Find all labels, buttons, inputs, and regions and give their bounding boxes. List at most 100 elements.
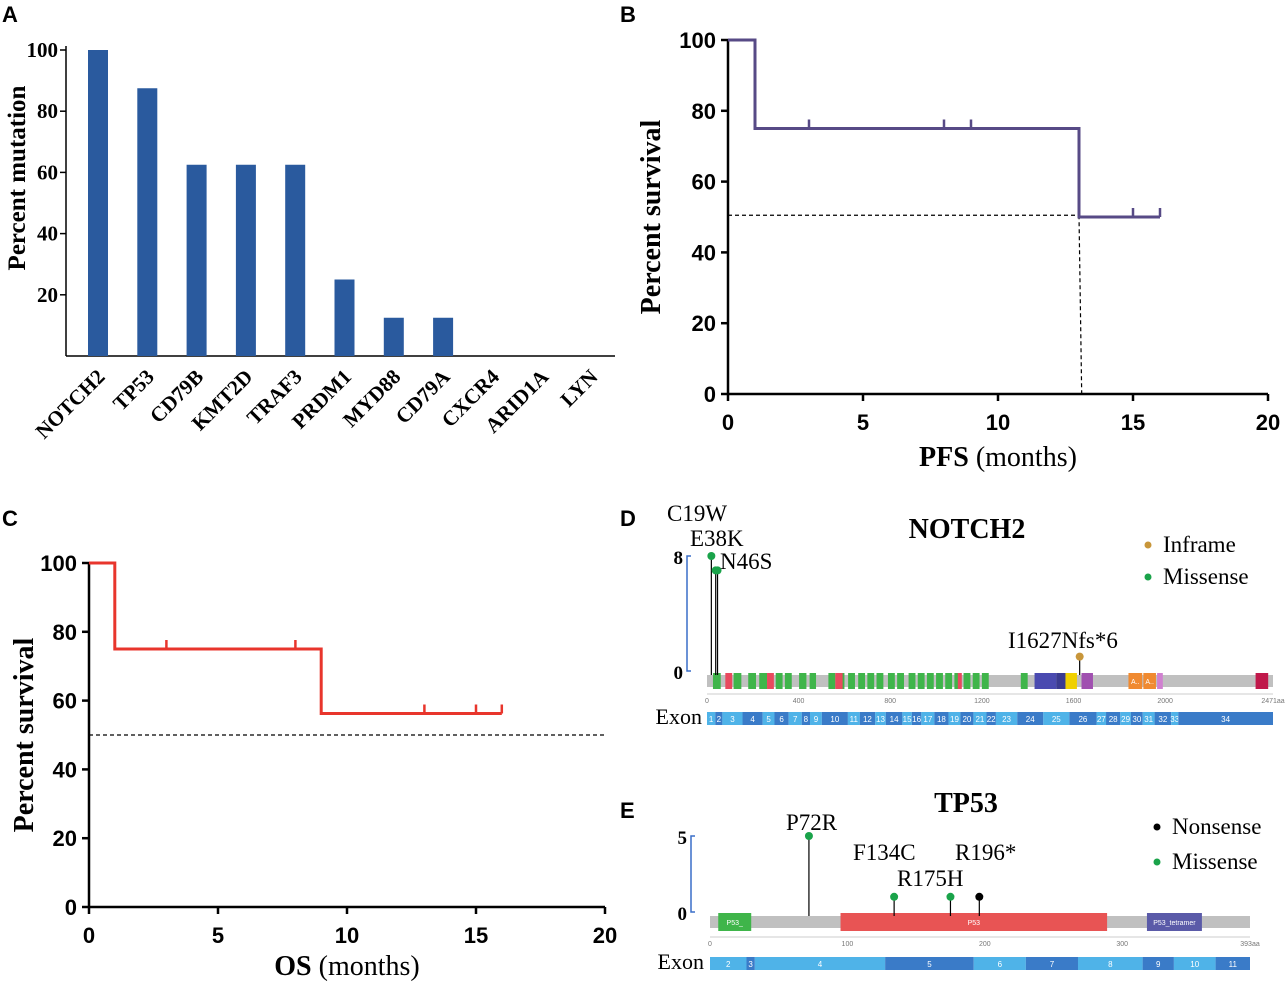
x-tick-label: 15 (1121, 410, 1145, 435)
exon-block (722, 712, 743, 725)
exon-block (1077, 957, 1143, 970)
domain-block (767, 673, 774, 689)
exon-number: 33 (1170, 715, 1179, 724)
x-axis-label-unit: (months) (976, 442, 1077, 473)
panel-letter-d: D (620, 506, 636, 531)
bar-myd88 (383, 317, 404, 356)
exon-number: 1 (709, 715, 714, 724)
exon-block (762, 712, 775, 725)
bar-tp53 (137, 88, 158, 356)
exon-number: 5 (766, 715, 771, 724)
gene-title: NOTCH2 (909, 514, 1026, 545)
mutation-label: C19W (667, 501, 727, 526)
exon-number: 3 (730, 715, 735, 724)
bar-notch2 (88, 50, 108, 356)
panel-d-notch2-lollipop: NOTCH2 8 0 A.. A.. 0 400 800 1200 1600 2000 2471aa E… (656, 501, 1285, 729)
exon-block (1043, 712, 1070, 725)
x-axis-label-bold: PFS (919, 442, 976, 473)
survival-curve (728, 38, 1160, 219)
panel-letter-b: B (620, 2, 636, 27)
exon-block (801, 712, 811, 725)
position-tick-label: 100 (842, 941, 854, 948)
position-tick-label: 1200 (974, 698, 990, 705)
domain-block (963, 673, 971, 689)
exon-block (1130, 712, 1143, 725)
exon-block (875, 712, 886, 725)
x-tick-label: 10 (335, 923, 359, 948)
legend-label: Nonsense (1172, 814, 1261, 839)
exon-number: 12 (863, 715, 872, 724)
domain-block (759, 673, 768, 689)
count-scale (686, 555, 691, 672)
bar-cd79b (186, 164, 207, 356)
y-tick-label: 60 (37, 160, 58, 184)
domain-block (1020, 673, 1028, 689)
exon-number: 2 (717, 715, 722, 724)
domain-block (748, 673, 757, 689)
exon-number: 32 (1158, 715, 1167, 724)
position-tick-label: 2000 (1157, 698, 1173, 705)
domain-block (972, 673, 980, 689)
exon-number: 20 (962, 715, 971, 724)
x-axis-label: PFS (months) (919, 442, 1077, 473)
domain-block (887, 673, 895, 689)
bar-cd79a (433, 317, 454, 356)
x-tick-label: 5 (212, 923, 224, 948)
panel-b-pfs-curve: 0 20 40 60 80 100 0 5 10 15 20 Percent survival PFS … (636, 28, 1280, 473)
panel-letter-a: A (2, 2, 18, 27)
position-tick-label: 0 (708, 941, 712, 948)
position-tick-label: 200 (979, 941, 991, 948)
exon-block (885, 957, 974, 970)
exon-number: 2 (726, 960, 731, 969)
exon-block (973, 957, 1026, 970)
position-tick-label: 1600 (1066, 698, 1082, 705)
exon-block (1171, 712, 1179, 725)
domain-block (848, 673, 855, 689)
panel-e-tp53-lollipop: TP53 5 0 P53_ P53 P53_tetramer 0 100 200 300 393aa… (658, 788, 1262, 974)
legend-marker (1144, 573, 1152, 581)
count-min-label: 0 (674, 663, 684, 684)
y-tick-label: 80 (37, 99, 58, 123)
exon-number: 7 (1050, 960, 1055, 969)
exon-block (911, 712, 922, 725)
exon-number: 4 (750, 715, 755, 724)
domain-block (1128, 673, 1143, 689)
y-tick-label: 60 (53, 689, 77, 714)
domain-block (945, 673, 953, 689)
x-tick-label: LYN (556, 365, 603, 412)
exon-block (902, 712, 912, 725)
domain-block (1157, 673, 1163, 689)
legend-label: Missense (1163, 564, 1249, 589)
exon-label: Exon (656, 704, 702, 729)
exon-number: 10 (830, 715, 839, 724)
position-tick-label: 0 (705, 698, 709, 705)
exon-label: Exon (658, 949, 704, 974)
x-axis-label-bold: OS (274, 951, 318, 982)
y-axis-label: Percent survival (636, 119, 667, 314)
exon-number: 9 (1156, 960, 1161, 969)
exon-number: 26 (1078, 715, 1087, 724)
domain-block (799, 673, 807, 689)
exon-block (948, 712, 961, 725)
x-tick-label: 10 (986, 410, 1010, 435)
domain-block (926, 673, 934, 689)
domain-block (936, 673, 943, 689)
exon-number: 15 (903, 715, 912, 724)
domain-block (1143, 673, 1156, 689)
exon-block (715, 712, 723, 725)
domain-block (981, 673, 989, 689)
domain-block (725, 673, 733, 689)
exon-number: 10 (1190, 960, 1199, 969)
x-tick-label: 15 (464, 923, 488, 948)
exon-number: 16 (912, 715, 921, 724)
position-tick-label: 2471aa (1261, 698, 1284, 705)
exon-number: 4 (818, 960, 823, 969)
count-min-label: 0 (678, 904, 688, 925)
exon-block (1142, 712, 1155, 725)
domain-block (917, 673, 925, 689)
count-max-label: 5 (678, 828, 688, 849)
exon-block (1017, 712, 1044, 725)
domain-label: A.. (1131, 679, 1140, 686)
exon-block (746, 957, 755, 970)
domain-block (718, 913, 752, 931)
